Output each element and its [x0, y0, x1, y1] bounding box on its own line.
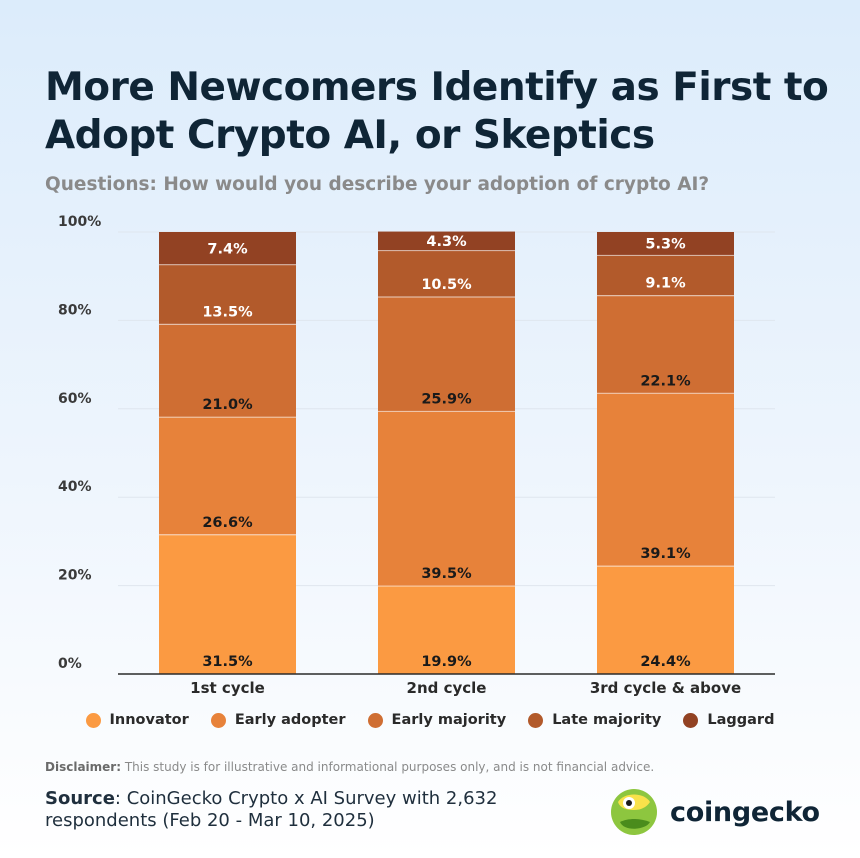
- legend-item-early-majority: Early majority: [367, 712, 507, 728]
- source-note: Source: CoinGecko Crypto x AI Survey wit…: [45, 788, 565, 832]
- bar-segment: [378, 296, 515, 412]
- coingecko-gecko-logo-icon: [611, 789, 657, 835]
- bar-value-label: 9.1%: [645, 276, 686, 292]
- bars: [159, 231, 734, 674]
- bar-value-label: 5.3%: [645, 237, 686, 253]
- value-labels: 31.5% 26.6% 21.0% 13.5% 7.4% 19.9% 39.5% 25.9% 1…: [202, 234, 691, 670]
- legend-swatch: [367, 712, 383, 728]
- y-tick-label: 60%: [58, 391, 92, 407]
- bar-value-label: 13.5%: [202, 304, 253, 320]
- legend-label: Early majority: [391, 712, 507, 728]
- legend: Innovator Early adopter Early majority L…: [0, 712, 860, 728]
- bar-value-label: 25.9%: [421, 391, 472, 407]
- brand-name: coingecko: [670, 796, 820, 828]
- bar-value-label: 22.1%: [640, 373, 691, 389]
- x-category-label: 3rd cycle & above: [590, 679, 741, 697]
- axes: 0% 20% 40% 60% 80% 100% 1st cycle 2nd cycle 3rd …: [58, 214, 775, 697]
- bar-segment: [378, 231, 515, 251]
- bar-value-label: 39.1%: [640, 546, 691, 562]
- disclaimer: Disclaimer: This study is for illustrati…: [45, 760, 835, 774]
- bar-value-label: 10.5%: [421, 277, 472, 293]
- bar-segment: [597, 566, 734, 674]
- legend-label: Innovator: [109, 712, 189, 728]
- bar-segment: [159, 417, 296, 535]
- bar-segment: [159, 232, 296, 265]
- bar-value-label: 31.5%: [202, 654, 253, 670]
- bar-value-label: 19.9%: [421, 654, 472, 670]
- legend-swatch: [85, 712, 101, 728]
- x-category-label: 1st cycle: [190, 679, 265, 697]
- bar-segment: [159, 324, 296, 418]
- disclaimer-text: This study is for illustrative and infor…: [121, 760, 655, 774]
- legend-swatch: [528, 712, 544, 728]
- legend-label: Laggard: [707, 712, 775, 728]
- bar-segment: [378, 411, 515, 587]
- bar-segment: [159, 534, 296, 674]
- legend-item-laggard: Laggard: [683, 712, 774, 728]
- bar-segment: [597, 255, 734, 296]
- chart-title: More Newcomers Identify as First to Adop…: [45, 65, 829, 158]
- brand: coingecko: [610, 788, 820, 836]
- legend-item-late-majority: Late majority: [528, 712, 661, 728]
- legend-item-early-adopter: Early adopter: [210, 712, 346, 728]
- bar-segment: [597, 393, 734, 567]
- bar-value-label: 4.3%: [426, 234, 467, 250]
- x-category-label: 2nd cycle: [407, 679, 487, 697]
- bar-segment: [378, 586, 515, 674]
- legend-label: Early adopter: [234, 712, 346, 728]
- bar-value-label: 39.5%: [421, 566, 472, 582]
- bar-value-label: 21.0%: [202, 397, 253, 413]
- bar-value-label: 26.6%: [202, 515, 253, 531]
- y-tick-label: 0%: [58, 656, 82, 672]
- bar-value-label: 24.4%: [640, 654, 691, 670]
- legend-swatch: [210, 712, 226, 728]
- chart-subtitle: Questions: How would you describe your a…: [45, 174, 710, 195]
- legend-label: Late majority: [552, 712, 662, 728]
- stacked-bar-chart: 31.5% 26.6% 21.0% 13.5% 7.4% 19.9% 39.5% 25.9% 1…: [58, 214, 775, 697]
- y-tick-label: 20%: [58, 568, 92, 584]
- disclaimer-label: Disclaimer:: [45, 760, 122, 774]
- y-tick-label: 100%: [58, 214, 101, 230]
- bar-segment: [378, 250, 515, 297]
- source-label: Source: [45, 788, 115, 809]
- bar-segment: [597, 295, 734, 394]
- y-tick-label: 80%: [58, 302, 92, 318]
- bar-segment: [159, 264, 296, 325]
- legend-item-innovator: Innovator: [85, 712, 189, 728]
- source-text: : CoinGecko Crypto x AI Survey with 2,63…: [45, 788, 498, 831]
- bar-segment: [597, 232, 734, 256]
- y-tick-label: 40%: [58, 479, 92, 495]
- bar-value-label: 7.4%: [207, 241, 248, 257]
- legend-swatch: [683, 712, 699, 728]
